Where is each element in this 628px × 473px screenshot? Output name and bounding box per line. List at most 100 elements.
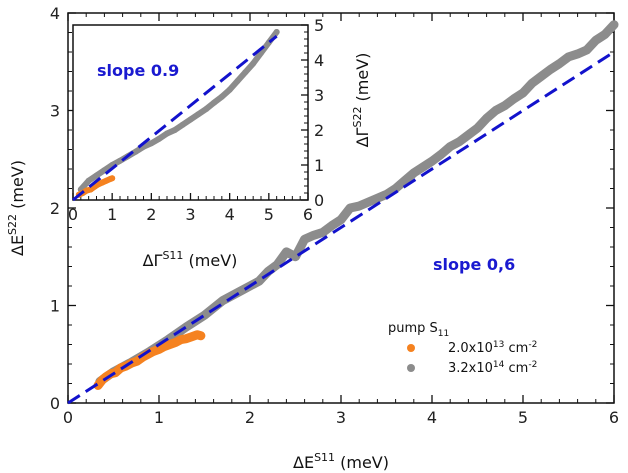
main-data-point <box>428 157 436 166</box>
main-data-point <box>391 184 400 193</box>
inset-xtick-label: 4 <box>225 205 235 224</box>
inset-data-point <box>234 78 241 84</box>
main-fit-line <box>67 50 615 405</box>
main-data-point <box>355 202 364 211</box>
main-data-point <box>255 277 264 286</box>
main-data-point <box>300 235 309 244</box>
legend-marker <box>407 364 415 372</box>
main-data-point <box>528 79 537 88</box>
main-ytick-label: 4 <box>50 4 60 23</box>
main-data-point <box>473 124 482 133</box>
main-data-point <box>500 101 509 110</box>
inset-ytick-label: 3 <box>314 86 324 105</box>
main-data-point <box>582 46 591 55</box>
main-xtick-label: 3 <box>336 408 346 427</box>
inset-xtick-label: 0 <box>68 205 78 224</box>
main-data-point <box>446 142 455 151</box>
inset-data-point <box>164 130 170 137</box>
main-data-point <box>519 88 527 97</box>
inset-data-point <box>85 177 92 184</box>
main-slope-annotation: slope 0,6 <box>433 255 515 274</box>
main-data-point <box>482 114 491 123</box>
inset-xaxis-label: ΔΓS11 (meV) <box>143 249 238 270</box>
inset-yaxis-label: ΔΓS22 (meV) <box>351 53 372 148</box>
inset-data-point <box>187 116 194 123</box>
inset-xtick-label: 6 <box>303 205 313 224</box>
main-data-point <box>337 215 345 224</box>
main-data-point <box>346 204 355 212</box>
main-data-point <box>196 331 205 340</box>
inset-data-point <box>179 121 186 128</box>
main-data-point <box>591 36 600 45</box>
inset-data-point <box>218 93 225 100</box>
legend-entry-label: 2.0x1013 cm-2 <box>448 340 537 356</box>
inset-xtick-label: 2 <box>146 205 156 224</box>
inset-data-point <box>195 111 202 118</box>
inset-data-point <box>226 86 233 93</box>
inset-data-point <box>156 135 163 142</box>
legend-title: pump S11 <box>388 321 449 339</box>
inset-ytick-label: 1 <box>314 156 324 175</box>
main-xtick-label: 4 <box>427 408 437 427</box>
inset-frame <box>72 24 309 201</box>
inset-data-point <box>211 99 217 106</box>
main-xtick-label: 2 <box>245 408 255 427</box>
main-data-point <box>373 194 382 203</box>
main-data-point <box>491 106 500 115</box>
main-xtick-label: 1 <box>154 408 164 427</box>
main-xaxis-label: ΔES11 (meV) <box>293 451 389 472</box>
legend-marker <box>407 344 415 352</box>
main-data-point <box>282 247 291 256</box>
inset-data-point <box>93 172 100 179</box>
main-data-point <box>546 65 555 74</box>
main-xtick-label: 6 <box>609 408 619 427</box>
main-data-point <box>437 150 446 159</box>
main-data-point <box>555 59 564 68</box>
inset-data-point <box>273 29 280 35</box>
main-data-point <box>364 198 373 207</box>
inset-xtick-label: 1 <box>107 205 117 224</box>
inset-xtick-label: 3 <box>185 205 195 224</box>
main-data-point <box>600 30 609 39</box>
main-data-point <box>236 286 245 295</box>
main-data-point <box>564 52 573 61</box>
inset-data-point <box>171 127 178 133</box>
inset-data-point <box>250 60 257 67</box>
inset-data-point <box>148 140 155 147</box>
main-ytick-label: 3 <box>50 102 60 121</box>
main-data-point <box>409 168 418 177</box>
main-data-point <box>455 137 464 146</box>
inset-ytick-label: 5 <box>314 16 324 35</box>
inset-data-point <box>242 69 249 76</box>
inset-ytick-label: 4 <box>314 51 324 70</box>
inset-xtick-label: 5 <box>264 205 274 224</box>
inset-slope-annotation: slope 0.9 <box>97 61 179 80</box>
inset-ytick-label: 0 <box>314 191 324 210</box>
main-data-point <box>318 228 327 237</box>
main-xtick-label: 0 <box>63 408 73 427</box>
main-ytick-label: 2 <box>50 199 60 218</box>
main-data-point <box>418 163 427 172</box>
main-data-point <box>327 221 336 230</box>
main-data-point <box>537 72 546 81</box>
main-data-point <box>573 49 582 58</box>
inset-ytick-label: 2 <box>314 121 324 140</box>
inset-data-point <box>109 175 116 182</box>
inset-fit-line <box>72 35 278 202</box>
main-data-point <box>464 130 473 139</box>
main-yaxis-label: ΔES22 (meV) <box>6 160 27 256</box>
main-xtick-label: 5 <box>518 408 528 427</box>
main-ytick-label: 1 <box>50 297 60 316</box>
main-data-point <box>509 94 518 103</box>
inset-data-point <box>132 148 139 155</box>
main-ytick-label: 0 <box>50 394 60 413</box>
main-data-point <box>400 176 409 185</box>
main-data-point <box>218 296 227 305</box>
main-data-point <box>273 260 282 269</box>
inset-data-point <box>203 106 210 112</box>
main-data-point <box>610 20 618 29</box>
main-data-point <box>309 231 318 240</box>
